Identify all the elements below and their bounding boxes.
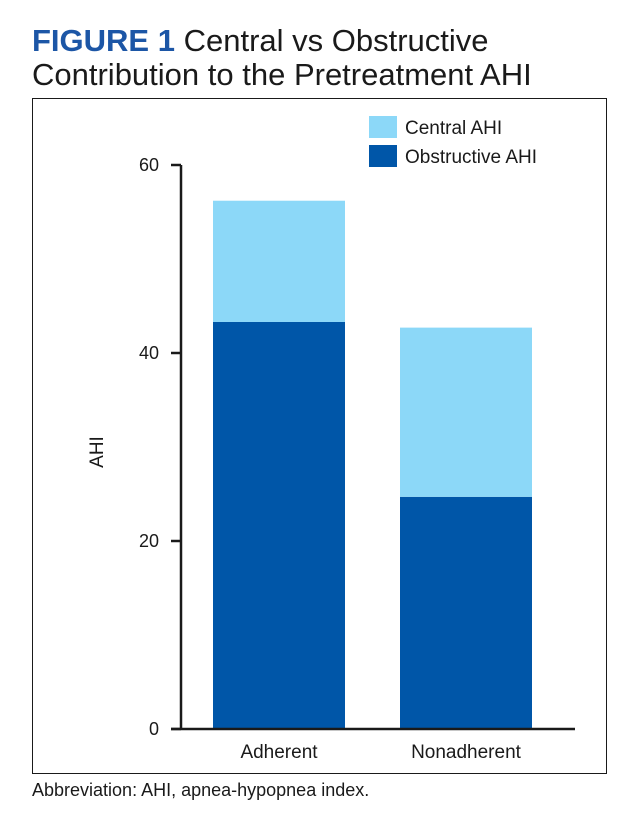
y-axis-label: AHI [87,436,108,468]
legend-swatch-obstructive [369,145,397,167]
y-tick-label-40: 40 [139,343,159,363]
figure-title: FIGURE 1 Central vs Obstructive Contribu… [32,24,622,92]
y-tick-label-60: 60 [139,155,159,175]
y-tick-label-0: 0 [149,719,159,739]
figure-label: FIGURE 1 [32,23,175,58]
chart-frame [32,98,607,774]
legend: Central AHI Obstructive AHI [369,116,537,168]
bar-obstructive-nonadherent [400,496,532,729]
y-tick-label-20: 20 [139,531,159,551]
category-label-nonadherent: Nonadherent [411,742,522,763]
legend-label-central: Central AHI [405,118,502,139]
bar-central-nonadherent [400,327,532,497]
category-label-adherent: Adherent [240,742,318,763]
figure-title-text: Central vs Obstructive Contribution to t… [32,23,532,92]
legend-label-obstructive: Obstructive AHI [405,147,537,168]
bar-obstructive-adherent [213,321,345,729]
legend-swatch-central [369,116,397,138]
bars-group [213,200,532,729]
bar-central-adherent [213,200,345,322]
footnote: Abbreviation: AHI, apnea-hypopnea index. [32,780,370,800]
category-labels-group: Adherent Nonadherent [240,742,521,763]
y-ticks-group: 0 20 40 60 [139,155,181,739]
